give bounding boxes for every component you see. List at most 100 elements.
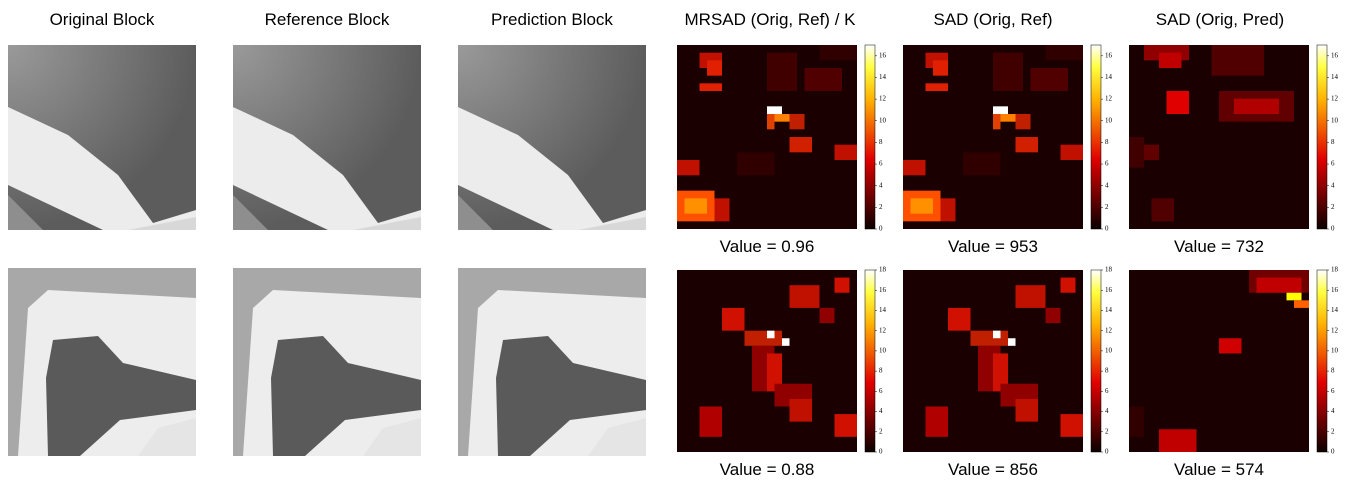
heatmap-cell [1061, 145, 1084, 160]
heatmap-cell [722, 308, 745, 331]
colorbar-tick-label: 14 [879, 306, 887, 314]
image-block [233, 268, 421, 456]
heatmap-cell [685, 198, 708, 213]
heatmap-cell [737, 152, 775, 175]
colorbar-tick-label: 2 [1331, 427, 1335, 435]
heatmap-cell [993, 106, 1008, 114]
heatmap-cell [790, 114, 805, 129]
heatmap-cell [820, 45, 858, 60]
heatmap-cell [1008, 338, 1016, 346]
colorbar-tick-label: 16 [879, 286, 887, 294]
heatmap-cell [963, 152, 1001, 175]
colorbar-tick-label: 4 [1331, 181, 1335, 189]
heatmap-cell [971, 331, 1009, 346]
colorbar-tick-label: 16 [1105, 286, 1113, 294]
heatmap-cell [1046, 45, 1084, 60]
heatmap-cell [745, 331, 783, 346]
column-title: Reference Block [265, 10, 390, 29]
heatmap-cell [993, 114, 1001, 129]
colorbar-tick-label: 18 [1331, 266, 1339, 274]
colorbar-tick-label: 6 [1331, 160, 1335, 168]
heatmap-cell [993, 53, 1023, 91]
heatmap-cell [1287, 293, 1302, 301]
heatmap-cell [715, 198, 730, 221]
colorbar-tick-label: 4 [1105, 181, 1109, 189]
colorbar-tick-label: 6 [879, 387, 883, 395]
colorbar-tick-label: 2 [1105, 203, 1109, 211]
colorbar-tick-label: 14 [879, 73, 887, 81]
heatmap-bg [1129, 270, 1309, 452]
colorbar-tick-label: 14 [1331, 73, 1339, 81]
colorbar-tick-label: 4 [1331, 407, 1335, 415]
colorbar-tick-label: 14 [1331, 306, 1339, 314]
image-block [8, 45, 196, 230]
value-label: Value = 0.88 [720, 460, 815, 479]
heatmap-cell [993, 331, 1001, 339]
image-block [233, 45, 421, 230]
heatmap-cell [1016, 114, 1031, 129]
colorbar-tick-label: 10 [1331, 346, 1339, 354]
colorbar-tick-label: 10 [1331, 116, 1339, 124]
colorbar-tick-label: 0 [879, 448, 883, 456]
colorbar-tick-label: 6 [879, 160, 883, 168]
colorbar-tick-label: 0 [879, 225, 883, 233]
value-label: Value = 0.96 [720, 237, 815, 256]
colorbar-tick-label: 2 [1331, 203, 1335, 211]
colorbar-tick-label: 8 [879, 138, 883, 146]
colorbar-tick-label: 6 [1331, 387, 1335, 395]
heatmap-cell [926, 83, 949, 91]
colorbar-tick-label: 4 [879, 407, 883, 415]
colorbar [1317, 270, 1327, 452]
heatmap-cell [1219, 338, 1242, 353]
heatmap-cell [835, 278, 850, 293]
colorbar-tick-label: 16 [879, 51, 887, 59]
heatmap-cell [1031, 68, 1069, 91]
colorbar-tick-label: 12 [879, 326, 887, 334]
heatmap-cell [948, 308, 971, 331]
heatmap-cell [1212, 45, 1265, 76]
image-block [458, 268, 646, 456]
image-block [458, 45, 646, 230]
colorbar-tick-label: 18 [1105, 266, 1113, 274]
heatmap-cell [767, 53, 797, 91]
value-label: Value = 574 [1174, 460, 1264, 479]
heatmap-cell [926, 407, 949, 437]
colorbar-tick-label: 10 [1105, 346, 1113, 354]
colorbar-tick-label: 0 [1331, 225, 1335, 233]
column-title: Original Block [50, 10, 155, 29]
colorbar-tick-label: 16 [1331, 51, 1339, 59]
heatmap-cell [835, 414, 858, 437]
heatmap-cell [775, 114, 790, 122]
heatmap-cell [767, 114, 775, 129]
colorbar-tick-label: 10 [879, 116, 887, 124]
colorbar [1091, 45, 1101, 229]
heatmap-cell [1159, 53, 1182, 68]
colorbar-tick-label: 8 [1331, 367, 1335, 375]
heatmap-cell [1061, 278, 1076, 293]
heatmap-cell [820, 308, 835, 323]
heatmap-cell [790, 137, 813, 152]
figure: Original BlockReference BlockPrediction … [0, 0, 1347, 480]
heatmap-cell [677, 160, 700, 175]
colorbar [865, 270, 875, 452]
colorbar-tick-label: 18 [879, 266, 887, 274]
colorbar-tick-label: 4 [1105, 407, 1109, 415]
heatmap-cell [933, 60, 948, 75]
heatmap-cell [1016, 137, 1039, 152]
colorbar-tick-label: 10 [879, 346, 887, 354]
image-block [8, 268, 196, 456]
colorbar [1091, 270, 1101, 452]
heatmap-cell [767, 331, 775, 339]
heatmap-cell [790, 285, 820, 308]
heatmap-cell [805, 68, 843, 91]
colorbar-tick-label: 14 [1105, 73, 1113, 81]
colorbar-tick-label: 14 [1105, 306, 1113, 314]
heatmap-cell [1046, 308, 1061, 323]
value-label: Value = 732 [1174, 237, 1264, 256]
colorbar-tick-label: 0 [1105, 225, 1109, 233]
heatmap-cell [790, 399, 813, 422]
heatmap-cell [700, 83, 723, 91]
colorbar-tick-label: 16 [1105, 51, 1113, 59]
heatmap-cell [1016, 399, 1039, 422]
colorbar [1317, 45, 1327, 229]
